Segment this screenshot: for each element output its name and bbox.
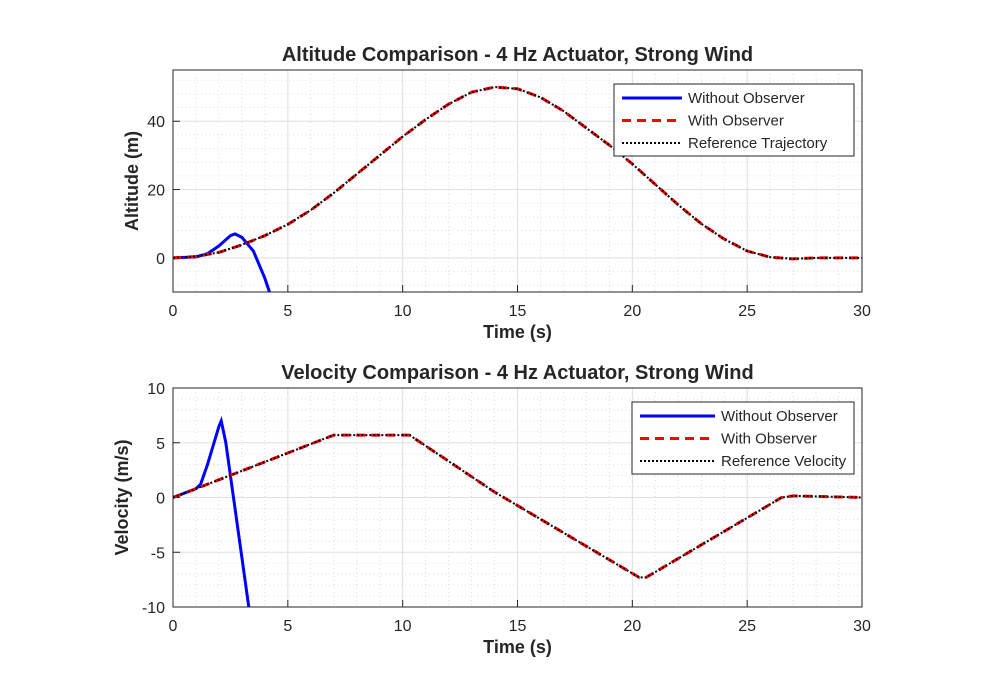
y-tick-label: 20 [147, 183, 165, 200]
x-tick-label: 0 [169, 618, 178, 635]
legend-label: With Observer [721, 431, 817, 448]
y-tick-label: 10 [147, 381, 165, 398]
series-line-reference-velocity [173, 434, 862, 579]
y-axis-label: Velocity (m/s) [112, 439, 132, 555]
axes-box [172, 69, 863, 293]
x-tick-label: 5 [283, 618, 292, 635]
x-tick-label: 15 [509, 618, 527, 635]
x-axis-label: Time (s) [483, 637, 552, 657]
x-tick-label: 25 [738, 303, 756, 320]
x-tick-label: 10 [394, 618, 412, 635]
x-tick-label: 10 [394, 303, 412, 320]
x-tick-label: 25 [738, 618, 756, 635]
x-tick-label: 0 [169, 303, 178, 320]
axes-box [172, 387, 863, 608]
x-tick-label: 5 [283, 303, 292, 320]
x-tick-label: 20 [623, 303, 641, 320]
x-tick-label: 30 [853, 618, 871, 635]
x-axis-label: Time (s) [483, 322, 552, 342]
y-tick-label: -10 [142, 600, 165, 617]
y-tick-label: 0 [156, 251, 165, 268]
legend: Without Observer With Observer Reference V… [631, 401, 855, 475]
y-tick-label: -5 [151, 545, 165, 562]
chart-title: Altitude Comparison - 4 Hz Actuator, Str… [282, 44, 753, 66]
legend: Without Observer With Observer Reference T… [613, 83, 855, 157]
x-tick-label: 30 [853, 303, 871, 320]
y-axis-label: Altitude (m) [122, 131, 142, 231]
axes-0: 0 5 10 15 20 25 30 0 20 40 Altitude Comparison - 4… [122, 44, 871, 342]
chart-title: Velocity Comparison - 4 Hz Actuator, Str… [281, 362, 753, 384]
legend-label: Without Observer [721, 408, 838, 425]
legend-label: Without Observer [688, 90, 805, 107]
y-tick-label: 5 [156, 436, 165, 453]
y-tick-label: 0 [156, 491, 165, 508]
series-line-with-observer [173, 433, 862, 579]
x-tick-label: 20 [623, 618, 641, 635]
legend-label: Reference Trajectory [688, 135, 828, 152]
series-line-without-observer [173, 415, 251, 607]
legend-label: Reference Velocity [721, 453, 847, 470]
axes-1: 0 5 10 15 20 25 30 -10 -5 0 5 10 Velocity Comparison… [112, 362, 871, 657]
y-tick-label: 40 [147, 114, 165, 131]
series-line-with-observer [173, 85, 862, 261]
series-line-reference-trajectory [173, 86, 862, 260]
legend-label: With Observer [688, 113, 784, 130]
x-tick-label: 15 [509, 303, 527, 320]
